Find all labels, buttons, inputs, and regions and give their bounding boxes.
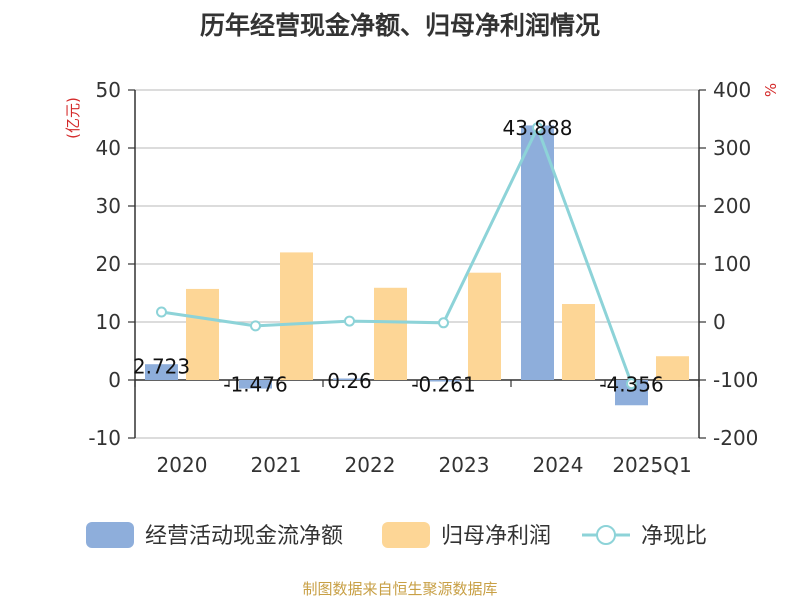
right-tick-label: 100 <box>713 252 751 276</box>
ratio-point <box>250 320 261 332</box>
ratio-point <box>156 306 167 318</box>
data-label-cash-flow: 2.723 <box>133 355 190 379</box>
right-tick-label: 300 <box>713 136 751 160</box>
data-label-cash-flow: -0.261 <box>411 373 475 397</box>
legend-marker-ratio <box>596 525 616 545</box>
bar-cash-flow <box>145 364 178 380</box>
legend-swatch-cash-flow <box>86 522 134 548</box>
legend-swatch-net-profit <box>382 522 430 548</box>
right-tick-label: -200 <box>713 426 758 450</box>
left-tick-label: 0 <box>108 368 121 392</box>
ratio-point <box>344 315 355 327</box>
left-axis-unit: (亿元) <box>64 97 82 139</box>
x-tick-label: 2024 <box>533 453 584 477</box>
ratio-point <box>532 122 543 134</box>
data-labels: 2.723 -1.476 0.26 -0.261 43.888 -4.356 <box>133 116 664 397</box>
left-tick-label: 10 <box>96 310 121 334</box>
left-tick-label: 20 <box>96 252 121 276</box>
data-label-cash-flow: 43.888 <box>503 116 573 140</box>
left-tick-label: -10 <box>88 426 121 450</box>
right-tick-label: 400 <box>713 78 751 102</box>
chart-title: 历年经营现金净额、归母净利润情况 <box>200 11 600 40</box>
bar-cash-flow <box>427 380 460 382</box>
left-tick-label: 30 <box>96 194 121 218</box>
source-note: 制图数据来自恒生聚源数据库 <box>302 580 497 598</box>
legend-label-net-profit: 归母净利润 <box>441 524 551 549</box>
x-tick-label: 2021 <box>251 453 302 477</box>
left-tick-label: 50 <box>96 78 121 102</box>
bar-net-profit <box>468 272 501 380</box>
ratio-point <box>626 378 637 390</box>
right-axis-unit: % <box>762 83 780 97</box>
bar-cash-flow <box>521 125 554 380</box>
data-label-cash-flow: -4.356 <box>599 373 663 397</box>
bar-net-profit <box>656 356 689 380</box>
legend-label-cash-flow: 经营活动现金流净额 <box>145 524 343 549</box>
data-label-cash-flow: 0.26 <box>327 369 372 393</box>
x-tick-label: 2022 <box>345 453 396 477</box>
bar-cash-flow <box>239 380 272 389</box>
right-tick-label: 0 <box>713 310 726 334</box>
bar-net-profit <box>280 252 313 380</box>
ratio-line <box>156 122 637 390</box>
left-tick-label: 40 <box>96 136 121 160</box>
x-tick-label: 2025Q1 <box>612 453 691 477</box>
right-tick-label: -100 <box>713 368 758 392</box>
bars <box>145 125 689 406</box>
data-label-cash-flow: -1.476 <box>223 373 287 397</box>
bar-net-profit <box>562 304 595 380</box>
ratio-point <box>438 317 449 329</box>
x-tick-label: 2023 <box>439 453 490 477</box>
bar-net-profit <box>374 287 407 380</box>
axes <box>128 89 706 439</box>
x-tick-label: 2020 <box>157 453 208 477</box>
bar-cash-flow <box>333 378 366 380</box>
legend-label-ratio: 净现比 <box>641 524 707 549</box>
ratio-series-line <box>161 123 633 385</box>
bar-net-profit <box>186 288 219 380</box>
right-tick-label: 200 <box>713 194 751 218</box>
legend: 经营活动现金流净额 归母净利润 净现比 <box>86 522 707 549</box>
